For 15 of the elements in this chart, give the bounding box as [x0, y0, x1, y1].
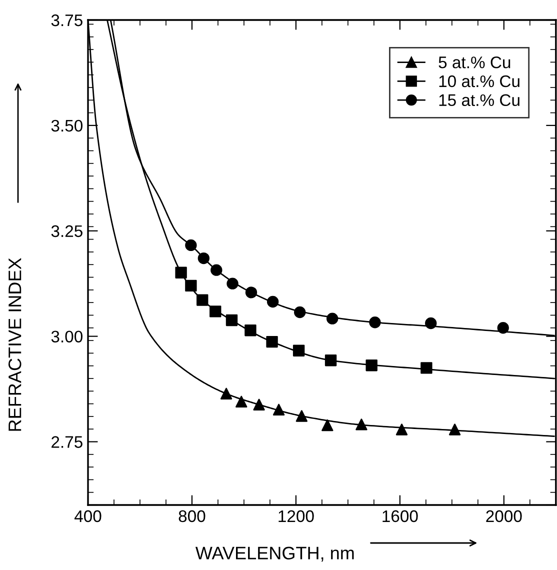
legend-label: 15 at.% Cu [439, 94, 520, 106]
y-tick-label: 3.25 [51, 225, 82, 238]
text: 3.50 [51, 120, 82, 132]
x-tick-label: 400 [74, 510, 102, 522]
x-tick-label: 1200 [278, 510, 314, 522]
legend-label: 5 at.% Cu [438, 56, 510, 68]
text: 3.00 [51, 330, 82, 343]
y-tick-label: 3.75 [51, 14, 82, 26]
y-axis-title: REFRACTIVE INDEX [8, 258, 22, 431]
x-tick-label: 800 [178, 510, 206, 522]
x-tick-label: 2000 [486, 510, 522, 522]
x-axis-title: WAVELENGTH, nm [195, 546, 354, 562]
x-tick-label: 1600 [382, 510, 418, 522]
y-tick-label: 2.75 [52, 436, 82, 448]
legend-label: 10 at.% Cu [439, 75, 520, 88]
